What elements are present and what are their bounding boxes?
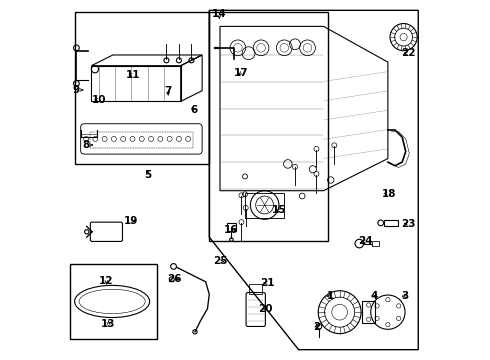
Bar (227, 223, 236, 231)
Bar (245, 193, 284, 217)
Text: 2: 2 (313, 322, 320, 332)
Text: 4: 4 (370, 291, 378, 301)
Bar (384, 220, 398, 226)
Text: 19: 19 (124, 216, 139, 226)
Text: 26: 26 (167, 274, 181, 284)
Text: 10: 10 (92, 95, 106, 105)
Text: 18: 18 (381, 189, 396, 199)
Text: 8: 8 (82, 140, 93, 150)
Text: 17: 17 (234, 68, 249, 78)
Bar (90, 132, 193, 148)
Bar (249, 284, 262, 294)
Text: 11: 11 (126, 69, 141, 80)
Text: 21: 21 (260, 278, 274, 288)
Text: 5: 5 (144, 170, 151, 180)
Text: 12: 12 (99, 276, 114, 286)
Text: 1: 1 (326, 291, 334, 301)
Text: 22: 22 (401, 48, 416, 58)
Text: 7: 7 (165, 86, 172, 96)
Text: 9: 9 (73, 85, 83, 95)
Bar (362, 301, 375, 323)
Text: 24: 24 (358, 237, 373, 247)
Text: 13: 13 (101, 319, 116, 329)
Text: 23: 23 (401, 219, 416, 229)
Text: 6: 6 (191, 105, 198, 115)
Bar (70, 264, 157, 339)
Text: 25: 25 (214, 256, 228, 266)
Text: 16: 16 (224, 225, 239, 235)
Text: 20: 20 (258, 303, 273, 314)
Text: 15: 15 (271, 205, 286, 215)
Bar (75, 12, 209, 164)
Bar (372, 241, 379, 246)
Bar (209, 12, 328, 241)
Text: 3: 3 (401, 291, 409, 301)
Text: 14: 14 (212, 9, 226, 19)
